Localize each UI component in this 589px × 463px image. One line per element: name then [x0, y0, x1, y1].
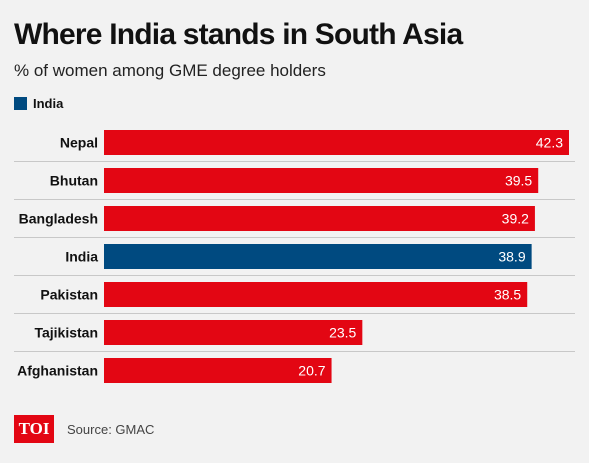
- category-label: India: [65, 249, 98, 265]
- category-label: Bhutan: [50, 173, 98, 189]
- value-label: 38.5: [494, 287, 521, 303]
- chart-title: Where India stands in South Asia: [14, 18, 463, 51]
- bar: [104, 206, 535, 231]
- value-label: 39.5: [505, 173, 532, 189]
- category-label: Afghanistan: [17, 363, 98, 379]
- bar: [104, 168, 539, 193]
- legend: India: [14, 96, 63, 111]
- value-label: 42.3: [536, 135, 563, 151]
- value-label: 20.7: [298, 363, 325, 379]
- legend-label: India: [33, 96, 64, 111]
- bar: [104, 130, 569, 155]
- toi-logo: TOI: [14, 415, 54, 443]
- bar: [104, 358, 332, 383]
- bar: [104, 282, 528, 307]
- bar: [104, 320, 363, 345]
- value-label: 38.9: [498, 249, 525, 265]
- category-label: Pakistan: [40, 287, 98, 303]
- category-label: Bangladesh: [19, 211, 98, 227]
- source-note: Source: GMAC: [67, 421, 155, 437]
- value-label: 39.2: [502, 211, 529, 227]
- chart-subtitle: % of women among GME degree holders: [14, 61, 326, 80]
- value-label: 23.5: [329, 325, 356, 341]
- legend-swatch: [14, 97, 27, 110]
- bar-chart: Nepal 42.3 Bhutan 39.5 Bangladesh 39.2 India 38…: [14, 130, 575, 383]
- footer: TOI Source: GMAC: [14, 415, 154, 443]
- category-label: Tajikistan: [34, 325, 98, 341]
- bar: [104, 244, 532, 269]
- category-label: Nepal: [60, 135, 98, 151]
